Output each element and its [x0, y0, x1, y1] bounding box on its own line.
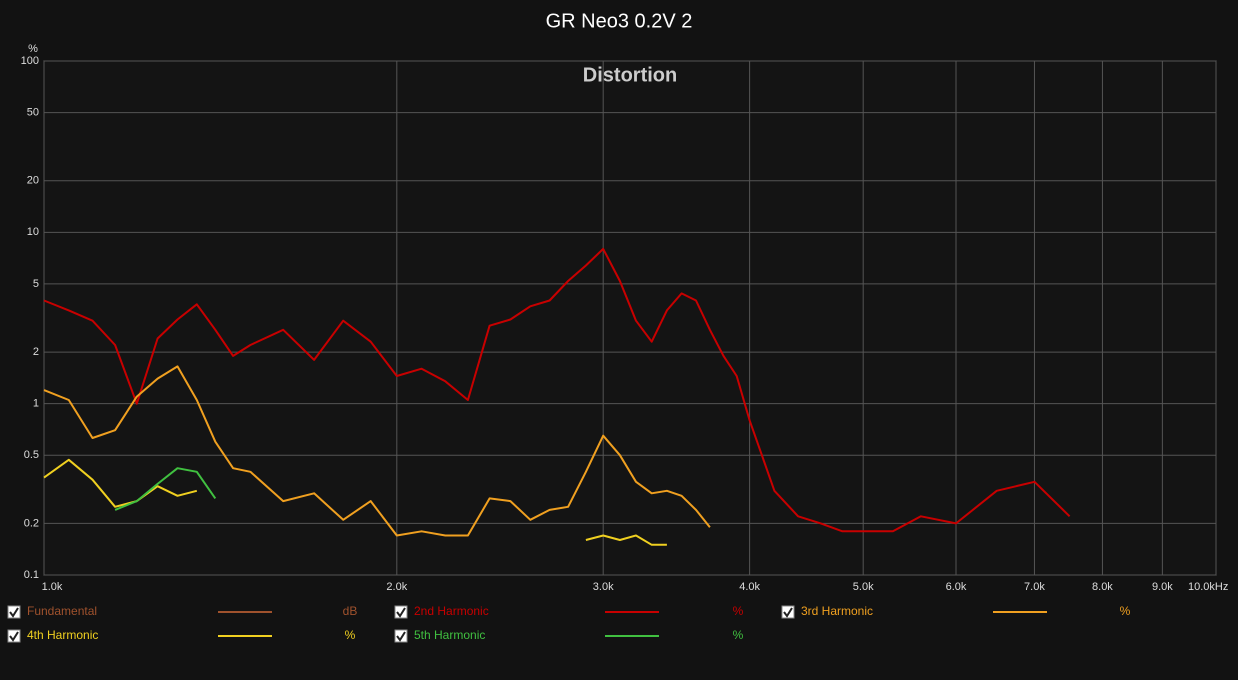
legend-label: Fundamental [27, 604, 97, 618]
legend-check [783, 607, 793, 618]
x-tick-label: 6.0k [946, 581, 967, 593]
chart-title: GR Neo3 0.2V 2 [546, 10, 693, 32]
legend-unit: dB [343, 604, 358, 618]
legend-unit: % [733, 628, 744, 642]
x-tick-label: 8.0k [1092, 581, 1113, 593]
x-tick-label: 9.0k [1152, 581, 1173, 593]
legend-check [9, 631, 19, 642]
series-line [43, 458, 667, 546]
x-tick-label: 5.0k [853, 581, 874, 593]
y-unit: % [28, 43, 38, 55]
y-tick-label: 20 [27, 175, 39, 187]
x-tick-label: 1.0k [42, 581, 63, 593]
x-tick-label: 7.0k [1024, 581, 1045, 593]
x-tick-label: 4.0k [739, 581, 760, 593]
x-tick-label: 2.0k [386, 581, 407, 593]
x-tick-label: 10.0kHz [1188, 581, 1228, 593]
legend-label: 2nd Harmonic [414, 604, 489, 618]
y-tick-label: 2 [33, 346, 39, 358]
y-tick-label: 10 [27, 226, 39, 238]
y-tick-label: 0.2 [24, 517, 39, 529]
legend-unit: % [1120, 604, 1131, 618]
series-line [43, 365, 711, 537]
chart-subtitle: Distortion [583, 64, 677, 86]
legend-unit: % [345, 628, 356, 642]
y-tick-label: 50 [27, 106, 39, 118]
plot-area [43, 60, 1217, 576]
y-tick-label: 5 [33, 278, 39, 290]
legend-check [396, 631, 406, 642]
legend-unit: % [733, 604, 744, 618]
y-tick-label: 0.5 [24, 449, 39, 461]
series-line [114, 467, 217, 511]
y-tick-label: 1 [33, 398, 39, 410]
y-tick-label: 100 [21, 55, 39, 67]
legend-check [9, 607, 19, 618]
x-tick-label: 3.0k [593, 581, 614, 593]
series-line [43, 247, 1071, 533]
legend-label: 4th Harmonic [27, 628, 98, 642]
legend-label: 3rd Harmonic [801, 604, 873, 618]
legend-check [396, 607, 406, 618]
legend-label: 5th Harmonic [414, 628, 485, 642]
y-tick-label: 0.1 [24, 569, 39, 581]
